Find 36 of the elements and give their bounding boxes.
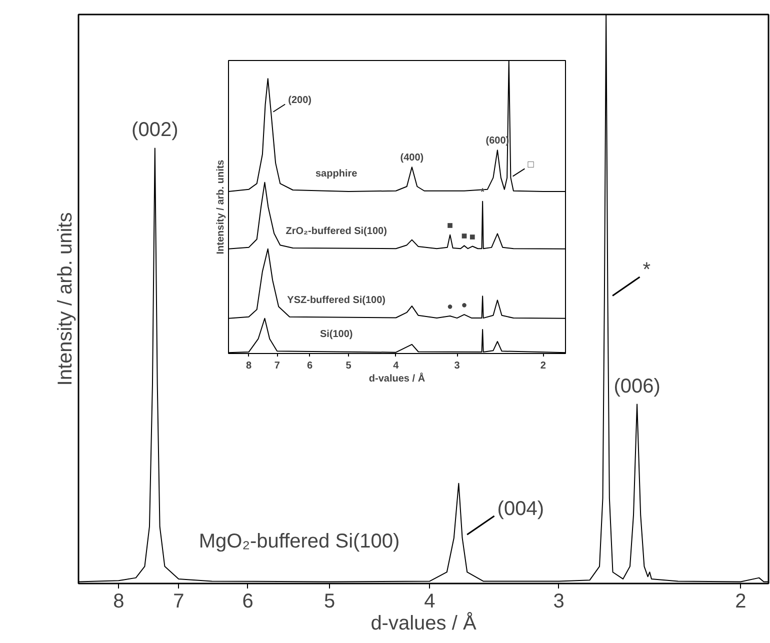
series-label: Si(100) — [320, 329, 353, 340]
annotation: □ — [528, 160, 535, 171]
y-axis-title: Intensity / arb. units — [54, 212, 76, 386]
annotation: (004) — [497, 498, 544, 520]
x-tick-label: 5 — [346, 360, 352, 372]
annotation: ■ — [447, 220, 454, 232]
x-tick-label: 7 — [274, 360, 280, 372]
series-label: ZrO₂-buffered Si(100) — [286, 226, 387, 237]
x-tick-label: 6 — [242, 590, 254, 612]
annotation: (002) — [132, 119, 178, 142]
annotation: (006) — [614, 375, 660, 398]
annotation: (400) — [400, 152, 424, 164]
x-tick-label: 2 — [540, 360, 546, 372]
series-label: MgO₂-buffered Si(100) — [198, 530, 400, 553]
annotation: ● — [447, 301, 454, 312]
x-tick-label: 2 — [735, 590, 746, 612]
annotation: * — [642, 259, 651, 281]
x-tick-label: 5 — [324, 590, 336, 612]
series-label: YSZ-buffered Si(100) — [287, 294, 386, 306]
annotation: ● — [461, 300, 468, 312]
x-tick-label: 3 — [553, 590, 564, 612]
x-tick-label: 8 — [246, 360, 252, 372]
x-tick-label: 8 — [113, 590, 124, 612]
series-label: sapphire — [316, 168, 358, 180]
x-tick-label: 4 — [393, 360, 400, 372]
annotation: ■ — [469, 232, 476, 243]
annotation: (200) — [288, 95, 312, 106]
x-axis-title: d-values / Å — [368, 372, 426, 384]
x-axis-title: d-values / Å — [370, 612, 477, 634]
x-tick-label: 7 — [173, 590, 184, 612]
y-axis-title: Intensity / arb. units — [216, 159, 226, 254]
annotation: ■ — [461, 231, 468, 242]
x-tick-label: 4 — [424, 590, 436, 612]
annotation: * — [480, 186, 485, 198]
x-tick-label: 3 — [454, 360, 460, 372]
x-tick-label: 6 — [307, 360, 314, 372]
